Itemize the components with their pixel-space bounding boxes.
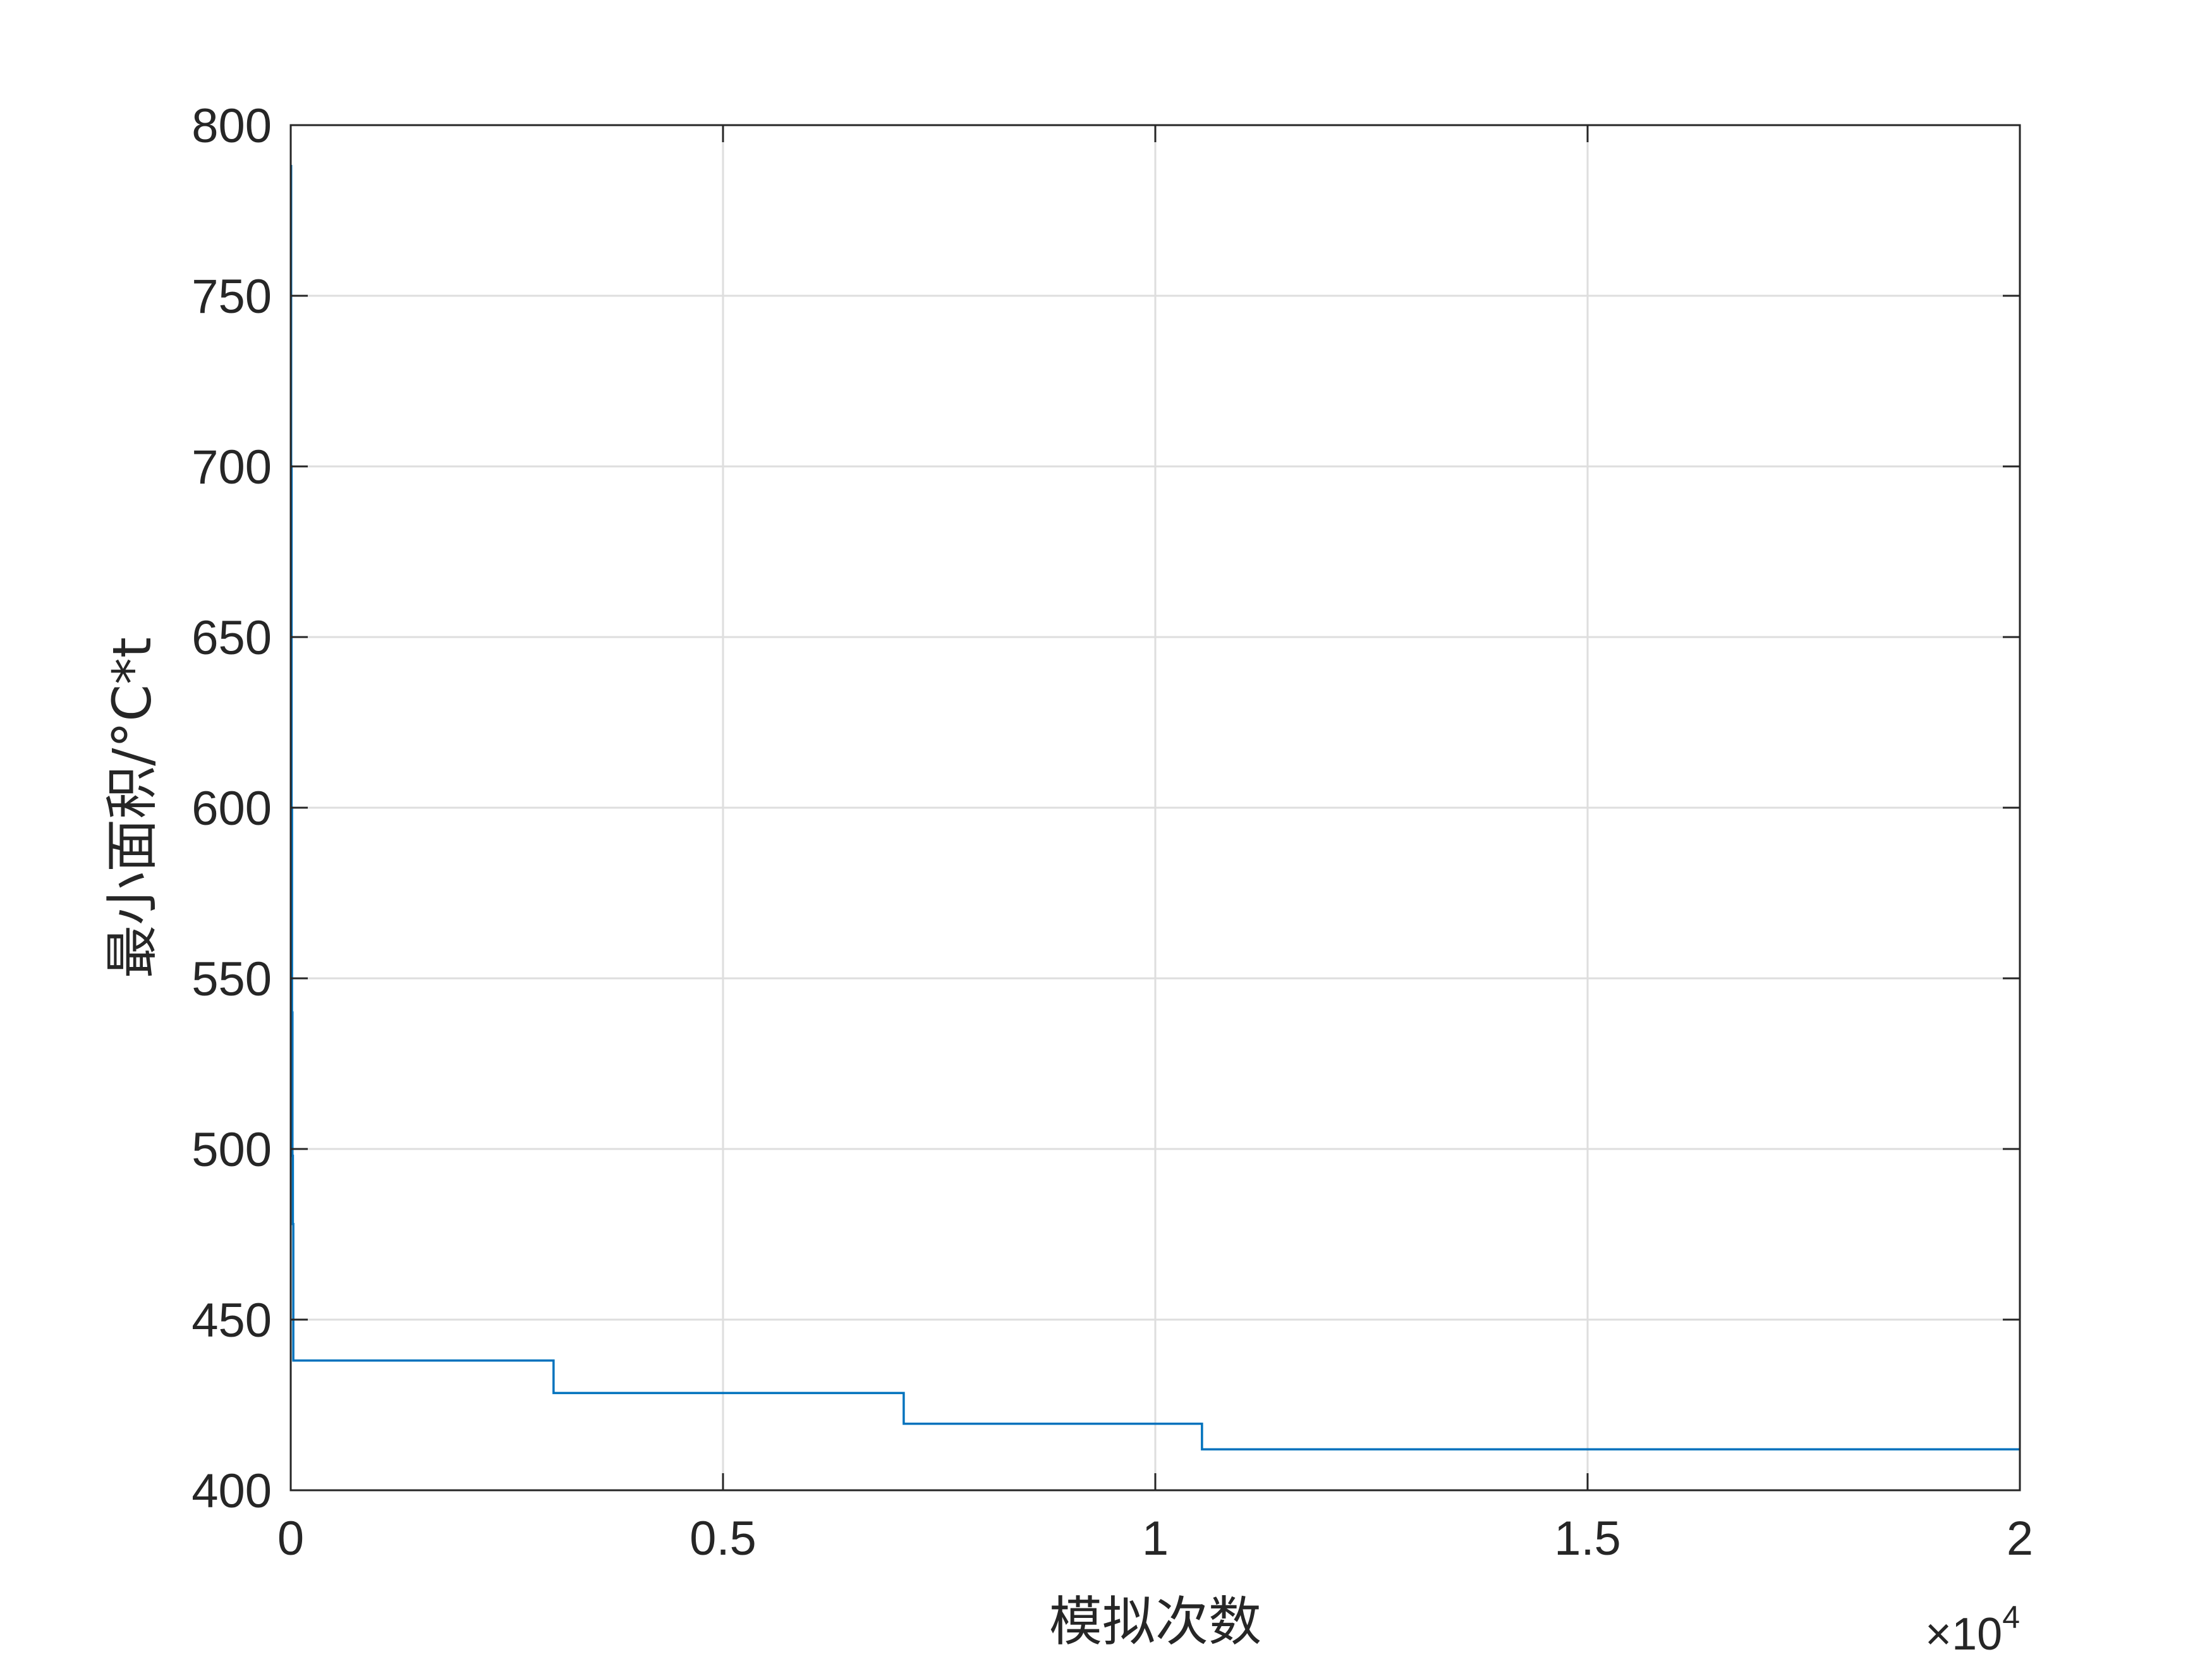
x-axis-exponent: ×104 [1925,1600,2020,1659]
y-tick-label: 450 [191,1294,272,1347]
x-tick-label: 0.5 [690,1512,757,1565]
x-exponent-times: ×10 [1925,1609,2002,1659]
x-exponent-power: 4 [2002,1600,2020,1635]
tick-marks [289,124,2021,1492]
y-tick-label: 400 [191,1464,272,1518]
y-tick-label: 750 [191,270,272,324]
y-tick-label: 800 [191,99,272,153]
y-tick-label: 500 [191,1123,272,1177]
y-tick-label: 700 [191,441,272,494]
y-axis-title: 最小面积/°C*t [101,637,163,978]
y-tick-label: 550 [191,952,272,1006]
x-tick-label: 0 [277,1512,304,1565]
x-tick-label: 2 [2007,1512,2033,1565]
grid-lines [291,125,2020,1490]
x-tick-label: 1 [1142,1512,1169,1565]
x-axis-title: 模拟次数 [1049,1591,1261,1653]
y-tick-label: 600 [191,782,272,836]
x-tick-label: 1.5 [1554,1512,1621,1565]
x-tick-labels: 0 0.5 1 1.5 2 [277,1512,2033,1565]
y-tick-label: 650 [191,611,272,665]
y-tick-labels: 400 450 500 550 600 650 700 750 800 [191,99,272,1518]
